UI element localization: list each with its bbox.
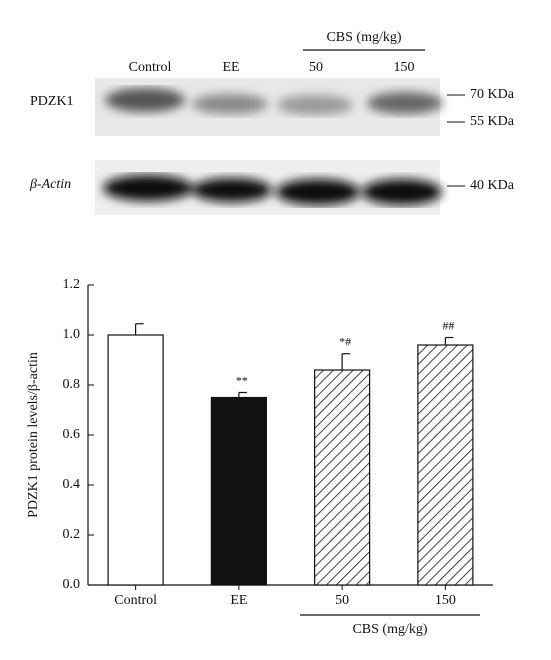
- bands: [105, 88, 443, 115]
- x-tick-label: 50: [335, 593, 349, 608]
- significance-label: ##: [442, 318, 454, 332]
- x-tick-label: EE: [230, 593, 247, 608]
- y-axis-label: PDZK1 protein levels/β-actin: [26, 352, 41, 518]
- blot: Control EE CBS (mg/kg) 50 150 PDZK1 β-Ac…: [29, 30, 515, 215]
- row-label: β-Actin: [29, 177, 71, 192]
- significance-label: *#: [339, 335, 351, 349]
- marker-label: 40 KDa: [470, 178, 515, 193]
- lane-label: EE: [222, 60, 239, 75]
- x-tick-label: Control: [114, 593, 157, 608]
- group-label: CBS (mg/kg): [326, 30, 401, 45]
- marker-label: 70 KDa: [470, 87, 515, 102]
- bar: [107, 334, 164, 586]
- significance-label: **: [236, 373, 248, 387]
- bar: [314, 369, 371, 586]
- group-label: CBS (mg/kg): [352, 622, 427, 637]
- y-tick-label: 0.0: [63, 577, 81, 592]
- bar: [210, 396, 267, 586]
- lane-label: Control: [129, 60, 172, 75]
- lane-label: 50: [309, 60, 323, 75]
- y-tick-label: 0.6: [63, 427, 81, 442]
- y-tick-label: 0.4: [63, 477, 81, 492]
- bands: [103, 175, 442, 205]
- bar: [417, 344, 474, 586]
- marker-label: 55 KDa: [470, 114, 515, 129]
- y-tick-label: 1.0: [63, 327, 81, 342]
- y-tick-label: 0.2: [63, 527, 81, 542]
- x-tick-label: 150: [435, 593, 456, 608]
- y-tick-label: 1.2: [63, 277, 81, 292]
- y-tick-label: 0.8: [63, 377, 81, 392]
- row-label: PDZK1: [30, 94, 74, 109]
- lane-label: 150: [394, 60, 415, 75]
